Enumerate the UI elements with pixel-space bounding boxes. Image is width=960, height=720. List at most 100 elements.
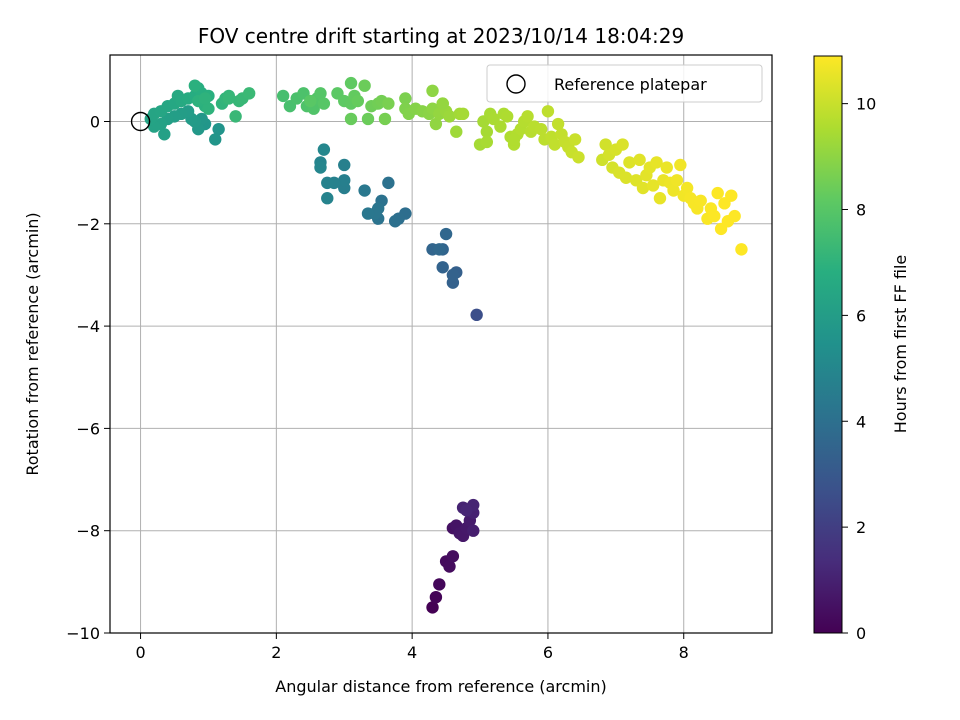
data-point: [229, 110, 242, 123]
data-point: [548, 138, 561, 151]
data-point: [222, 92, 236, 105]
data-point: [599, 138, 612, 151]
data-point: [321, 176, 334, 190]
data-point: [501, 110, 514, 123]
data-point: [636, 181, 650, 195]
data-point: [470, 308, 483, 322]
data-point: [551, 117, 565, 131]
data-point: [446, 550, 460, 563]
legend-marker: [506, 74, 526, 94]
data-point: [314, 161, 327, 174]
data-point: [660, 161, 673, 174]
data-point: [494, 120, 507, 133]
data-point: [436, 261, 449, 274]
legend-label-reference-platepar: Reference platepar: [554, 75, 707, 94]
data-point: [633, 153, 646, 167]
data-points: [144, 76, 748, 614]
data-point: [361, 207, 375, 220]
data-point: [321, 192, 334, 205]
data-point: [480, 135, 494, 149]
data-point: [351, 94, 365, 108]
data-point: [338, 174, 351, 187]
legend: Reference platepar: [486, 64, 763, 103]
reference-marker-group: [130, 111, 151, 132]
data-point: [568, 133, 582, 146]
y-axis: −10 −8 −6 −4 −2 0: [66, 112, 110, 643]
data-point: [202, 102, 215, 115]
data-point: [443, 560, 456, 573]
colorbar-tick-label: 6: [856, 306, 866, 325]
y-tick-label: −2: [76, 215, 100, 234]
data-point: [680, 181, 694, 195]
x-tick-label: 6: [543, 643, 553, 662]
data-point: [480, 125, 494, 138]
y-tick-label: −6: [76, 419, 100, 438]
data-point: [429, 117, 443, 131]
data-point: [541, 105, 555, 118]
data-point: [209, 133, 222, 146]
x-axis: 0 2 4 6 8: [135, 633, 689, 662]
colorbar-tick-label: 2: [856, 518, 866, 537]
data-point: [446, 268, 460, 282]
data-point: [653, 192, 667, 205]
y-tick-label: −8: [76, 522, 100, 541]
colorbar: 0 2 4 6 8 10 Hours from first FF file: [813, 55, 910, 643]
data-point: [467, 524, 480, 537]
data-point: [667, 184, 680, 197]
colorbar-label: Hours from first FF file: [891, 255, 910, 434]
data-point: [650, 156, 663, 169]
data-point: [399, 92, 412, 105]
x-tick-label: 4: [407, 643, 417, 662]
colorbar-tick-label: 4: [856, 412, 866, 431]
x-tick-label: 2: [271, 643, 281, 662]
colorbar-gradient: [813, 55, 843, 634]
data-point: [344, 76, 358, 90]
grid: [110, 55, 772, 634]
data-point: [388, 215, 402, 228]
colorbar-ticks: 0 2 4 6 8 10: [842, 95, 876, 643]
data-point: [534, 122, 548, 136]
x-tick-label: 0: [135, 643, 145, 662]
y-tick-label: −4: [76, 317, 100, 336]
data-point: [358, 184, 371, 197]
data-point: [378, 112, 392, 126]
data-point: [708, 209, 721, 223]
colorbar-tick-label: 8: [856, 201, 866, 220]
data-point: [711, 186, 724, 200]
data-point: [436, 97, 449, 110]
reference-marker: [130, 111, 151, 132]
data-point: [317, 143, 331, 156]
plot-frame: [109, 54, 773, 634]
data-point: [623, 156, 636, 169]
x-axis-label: Angular distance from reference (arcmin): [275, 677, 606, 696]
data-point: [507, 133, 521, 146]
data-point: [443, 110, 456, 123]
data-point: [382, 97, 395, 110]
data-point: [426, 601, 439, 614]
data-point: [304, 94, 317, 108]
x-tick-label: 8: [679, 643, 689, 662]
data-point: [619, 171, 633, 184]
data-point: [382, 176, 395, 190]
chart-title: FOV centre drift starting at 2023/10/14 …: [198, 24, 684, 48]
legend-box: [486, 64, 763, 103]
data-point: [616, 138, 629, 151]
data-point: [694, 194, 707, 207]
data-point: [276, 89, 290, 103]
y-tick-label: −10: [66, 624, 100, 643]
data-point: [521, 110, 534, 123]
data-point: [725, 189, 738, 202]
y-tick-label: 0: [90, 112, 100, 131]
data-point: [646, 179, 660, 192]
data-point: [670, 174, 684, 187]
data-point: [426, 84, 439, 98]
data-point: [433, 578, 446, 591]
data-point: [429, 590, 443, 604]
data-point: [735, 243, 748, 256]
data-point: [344, 112, 358, 126]
data-point: [572, 151, 585, 164]
data-point: [212, 122, 225, 136]
colorbar-tick-label: 0: [856, 624, 866, 643]
data-point: [450, 125, 463, 138]
